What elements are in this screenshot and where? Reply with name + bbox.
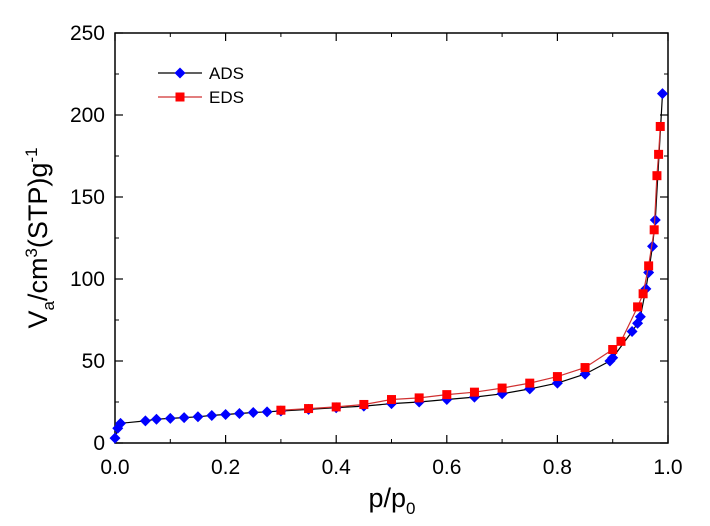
data-point-eds xyxy=(469,387,479,397)
data-point-eds xyxy=(608,345,618,355)
x-axis-title-main: p/p xyxy=(368,483,406,513)
y-axis-title-unit: /cm xyxy=(23,258,53,302)
data-point-eds xyxy=(359,399,369,409)
data-point-eds xyxy=(633,302,643,312)
y-tick-label: 200 xyxy=(70,104,105,127)
data-point-eds xyxy=(276,405,286,415)
data-point-ads xyxy=(656,88,668,100)
data-point-eds xyxy=(497,383,507,393)
y-axis-title-sup2: -1 xyxy=(22,147,41,162)
y-axis-title-v: V xyxy=(23,311,53,329)
data-point-ads xyxy=(607,352,619,364)
data-point-eds xyxy=(552,372,562,382)
y-tick-label: 150 xyxy=(70,186,105,209)
data-point-eds xyxy=(644,261,654,271)
data-point-eds xyxy=(442,390,452,400)
data-point-eds xyxy=(387,395,396,405)
y-tick-label: 50 xyxy=(82,350,105,373)
y-axis-title-sup1: 3 xyxy=(22,248,41,257)
data-point-eds xyxy=(654,149,664,159)
data-point-ads xyxy=(233,407,245,419)
legend-marker-eds xyxy=(175,92,185,102)
data-point-ads xyxy=(220,408,232,420)
x-tick-label: 0.2 xyxy=(211,456,240,479)
data-point-ads xyxy=(150,413,162,425)
data-point-ads xyxy=(139,415,151,427)
x-tick-label: 0.6 xyxy=(432,456,461,479)
data-point-ads xyxy=(634,311,646,323)
data-point-ads xyxy=(626,325,638,337)
data-point-ads xyxy=(192,411,204,423)
legend: ADS EDS xyxy=(158,64,244,107)
series-eds xyxy=(276,121,665,415)
y-tick-label: 100 xyxy=(70,268,105,291)
data-point-eds xyxy=(525,378,535,388)
x-tick-label: 1.0 xyxy=(653,456,682,479)
data-point-eds xyxy=(652,171,662,181)
data-point-eds xyxy=(638,289,648,299)
series-line-eds xyxy=(280,126,661,411)
data-point-ads xyxy=(206,409,218,421)
data-point-ads xyxy=(164,412,176,424)
legend-label-ads: ADS xyxy=(209,64,244,83)
data-point-ads xyxy=(261,406,273,418)
x-axis-title-subscript: 0 xyxy=(406,499,415,518)
y-tick-label: 0 xyxy=(93,432,105,455)
data-point-ads xyxy=(109,432,121,444)
x-tick-label: 0.0 xyxy=(100,456,129,479)
legend-marker-ads xyxy=(174,67,186,79)
axis-ticks xyxy=(114,32,669,444)
data-point-eds xyxy=(331,402,341,412)
series-line-ads xyxy=(114,93,664,439)
data-point-eds xyxy=(655,121,665,131)
y-axis-title: Va/cm3(STP)g-1 xyxy=(22,147,58,328)
data-point-eds xyxy=(616,336,626,346)
x-tick-label: 0.4 xyxy=(322,456,352,479)
data-point-ads xyxy=(178,412,190,424)
plot-border xyxy=(114,32,669,444)
data-point-eds xyxy=(414,393,424,403)
y-axis-title-v-subscript: a xyxy=(39,301,58,311)
plot-frame xyxy=(114,32,669,444)
data-point-ads xyxy=(115,417,127,429)
legend-label-eds: EDS xyxy=(209,88,244,107)
x-tick-label: 0.8 xyxy=(543,456,572,479)
series-layer xyxy=(109,88,668,444)
y-axis-title-unit2: (STP)g xyxy=(23,163,53,249)
series-ads xyxy=(109,88,668,444)
y-tick-label: 250 xyxy=(70,22,105,45)
data-point-eds xyxy=(580,363,590,373)
data-point-eds xyxy=(304,404,314,414)
data-point-ads xyxy=(247,406,259,418)
x-axis-title: p/p0 xyxy=(368,483,415,518)
data-point-eds xyxy=(649,225,659,235)
data-point-ads xyxy=(647,240,659,252)
axis-tick-labels: 0.0 0.2 0.4 0.6 0.8 1.0 0 50 100 150 200 250 xyxy=(70,22,683,479)
